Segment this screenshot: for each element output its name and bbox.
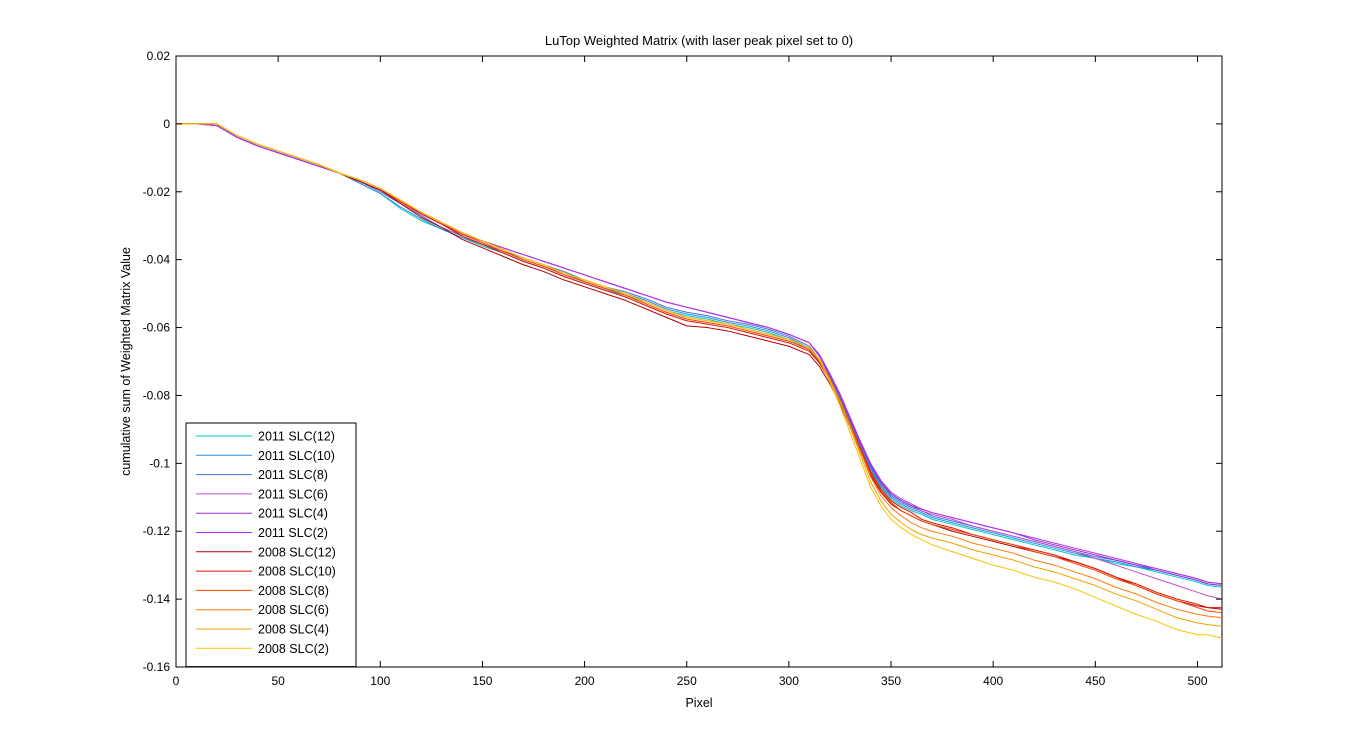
- x-tick-label: 300: [779, 674, 799, 688]
- legend-label: 2011 SLC(2): [258, 526, 328, 540]
- legend-label: 2011 SLC(10): [258, 449, 335, 463]
- y-tick-label: -0.02: [143, 185, 171, 199]
- legend-label: 2008 SLC(2): [258, 642, 329, 656]
- legend-label: 2011 SLC(12): [258, 430, 335, 444]
- x-tick-label: 0: [173, 674, 180, 688]
- x-tick-label: 50: [271, 674, 285, 688]
- x-tick-label: 100: [370, 674, 390, 688]
- x-tick-label: 250: [677, 674, 697, 688]
- y-tick-label: -0.12: [143, 524, 171, 538]
- y-tick-label: 0.02: [147, 49, 171, 63]
- x-tick-label: 400: [983, 674, 1003, 688]
- series-line: [176, 123, 1223, 587]
- legend-label: 2011 SLC(6): [258, 487, 328, 501]
- y-tick-label: -0.06: [143, 321, 171, 335]
- tick-layer: [175, 55, 1222, 668]
- y-tick-labels: 0.02 0 -0.02 -0.04 -0.06 -0.08 -0.1 -0.12 -0.14 -…: [143, 49, 171, 674]
- legend-label: 2008 SLC(4): [258, 623, 329, 637]
- y-tick-label: -0.04: [143, 253, 171, 267]
- series-layer: [176, 123, 1223, 639]
- legend-label: 2008 SLC(8): [258, 584, 329, 598]
- legend-label: 2008 SLC(10): [258, 565, 336, 579]
- x-tick-label: 350: [881, 674, 901, 688]
- x-axis-title: Pixel: [685, 696, 712, 710]
- series-line: [176, 123, 1223, 639]
- y-axis-title: cumulative sum of Weighted Matrix Value: [119, 247, 133, 476]
- x-tick-label: 150: [472, 674, 492, 688]
- legend-label: 2008 SLC(6): [258, 603, 329, 617]
- x-tick-label: 500: [1187, 674, 1207, 688]
- y-tick-label: -0.08: [143, 388, 171, 402]
- x-tick-label: 200: [575, 674, 595, 688]
- y-tick-label: -0.1: [149, 456, 170, 470]
- x-tick-labels: 0 50 100 150 200 250 300 350 400 450 500: [173, 674, 1208, 688]
- legend-label: 2011 SLC(8): [258, 468, 328, 482]
- legend: 2011 SLC(12) 2011 SLC(10) 2011 SLC(8) 2011 …: [185, 422, 357, 668]
- y-tick-label: -0.14: [143, 592, 171, 606]
- legend-box: [185, 422, 357, 668]
- y-tick-label: 0: [163, 117, 170, 131]
- y-tick-label: -0.16: [143, 660, 171, 674]
- legend-label: 2008 SLC(12): [258, 545, 336, 559]
- chart-title: LuTop Weighted Matrix (with laser peak p…: [545, 33, 853, 48]
- legend-label: 2011 SLC(4): [258, 507, 328, 521]
- x-tick-label: 450: [1085, 674, 1105, 688]
